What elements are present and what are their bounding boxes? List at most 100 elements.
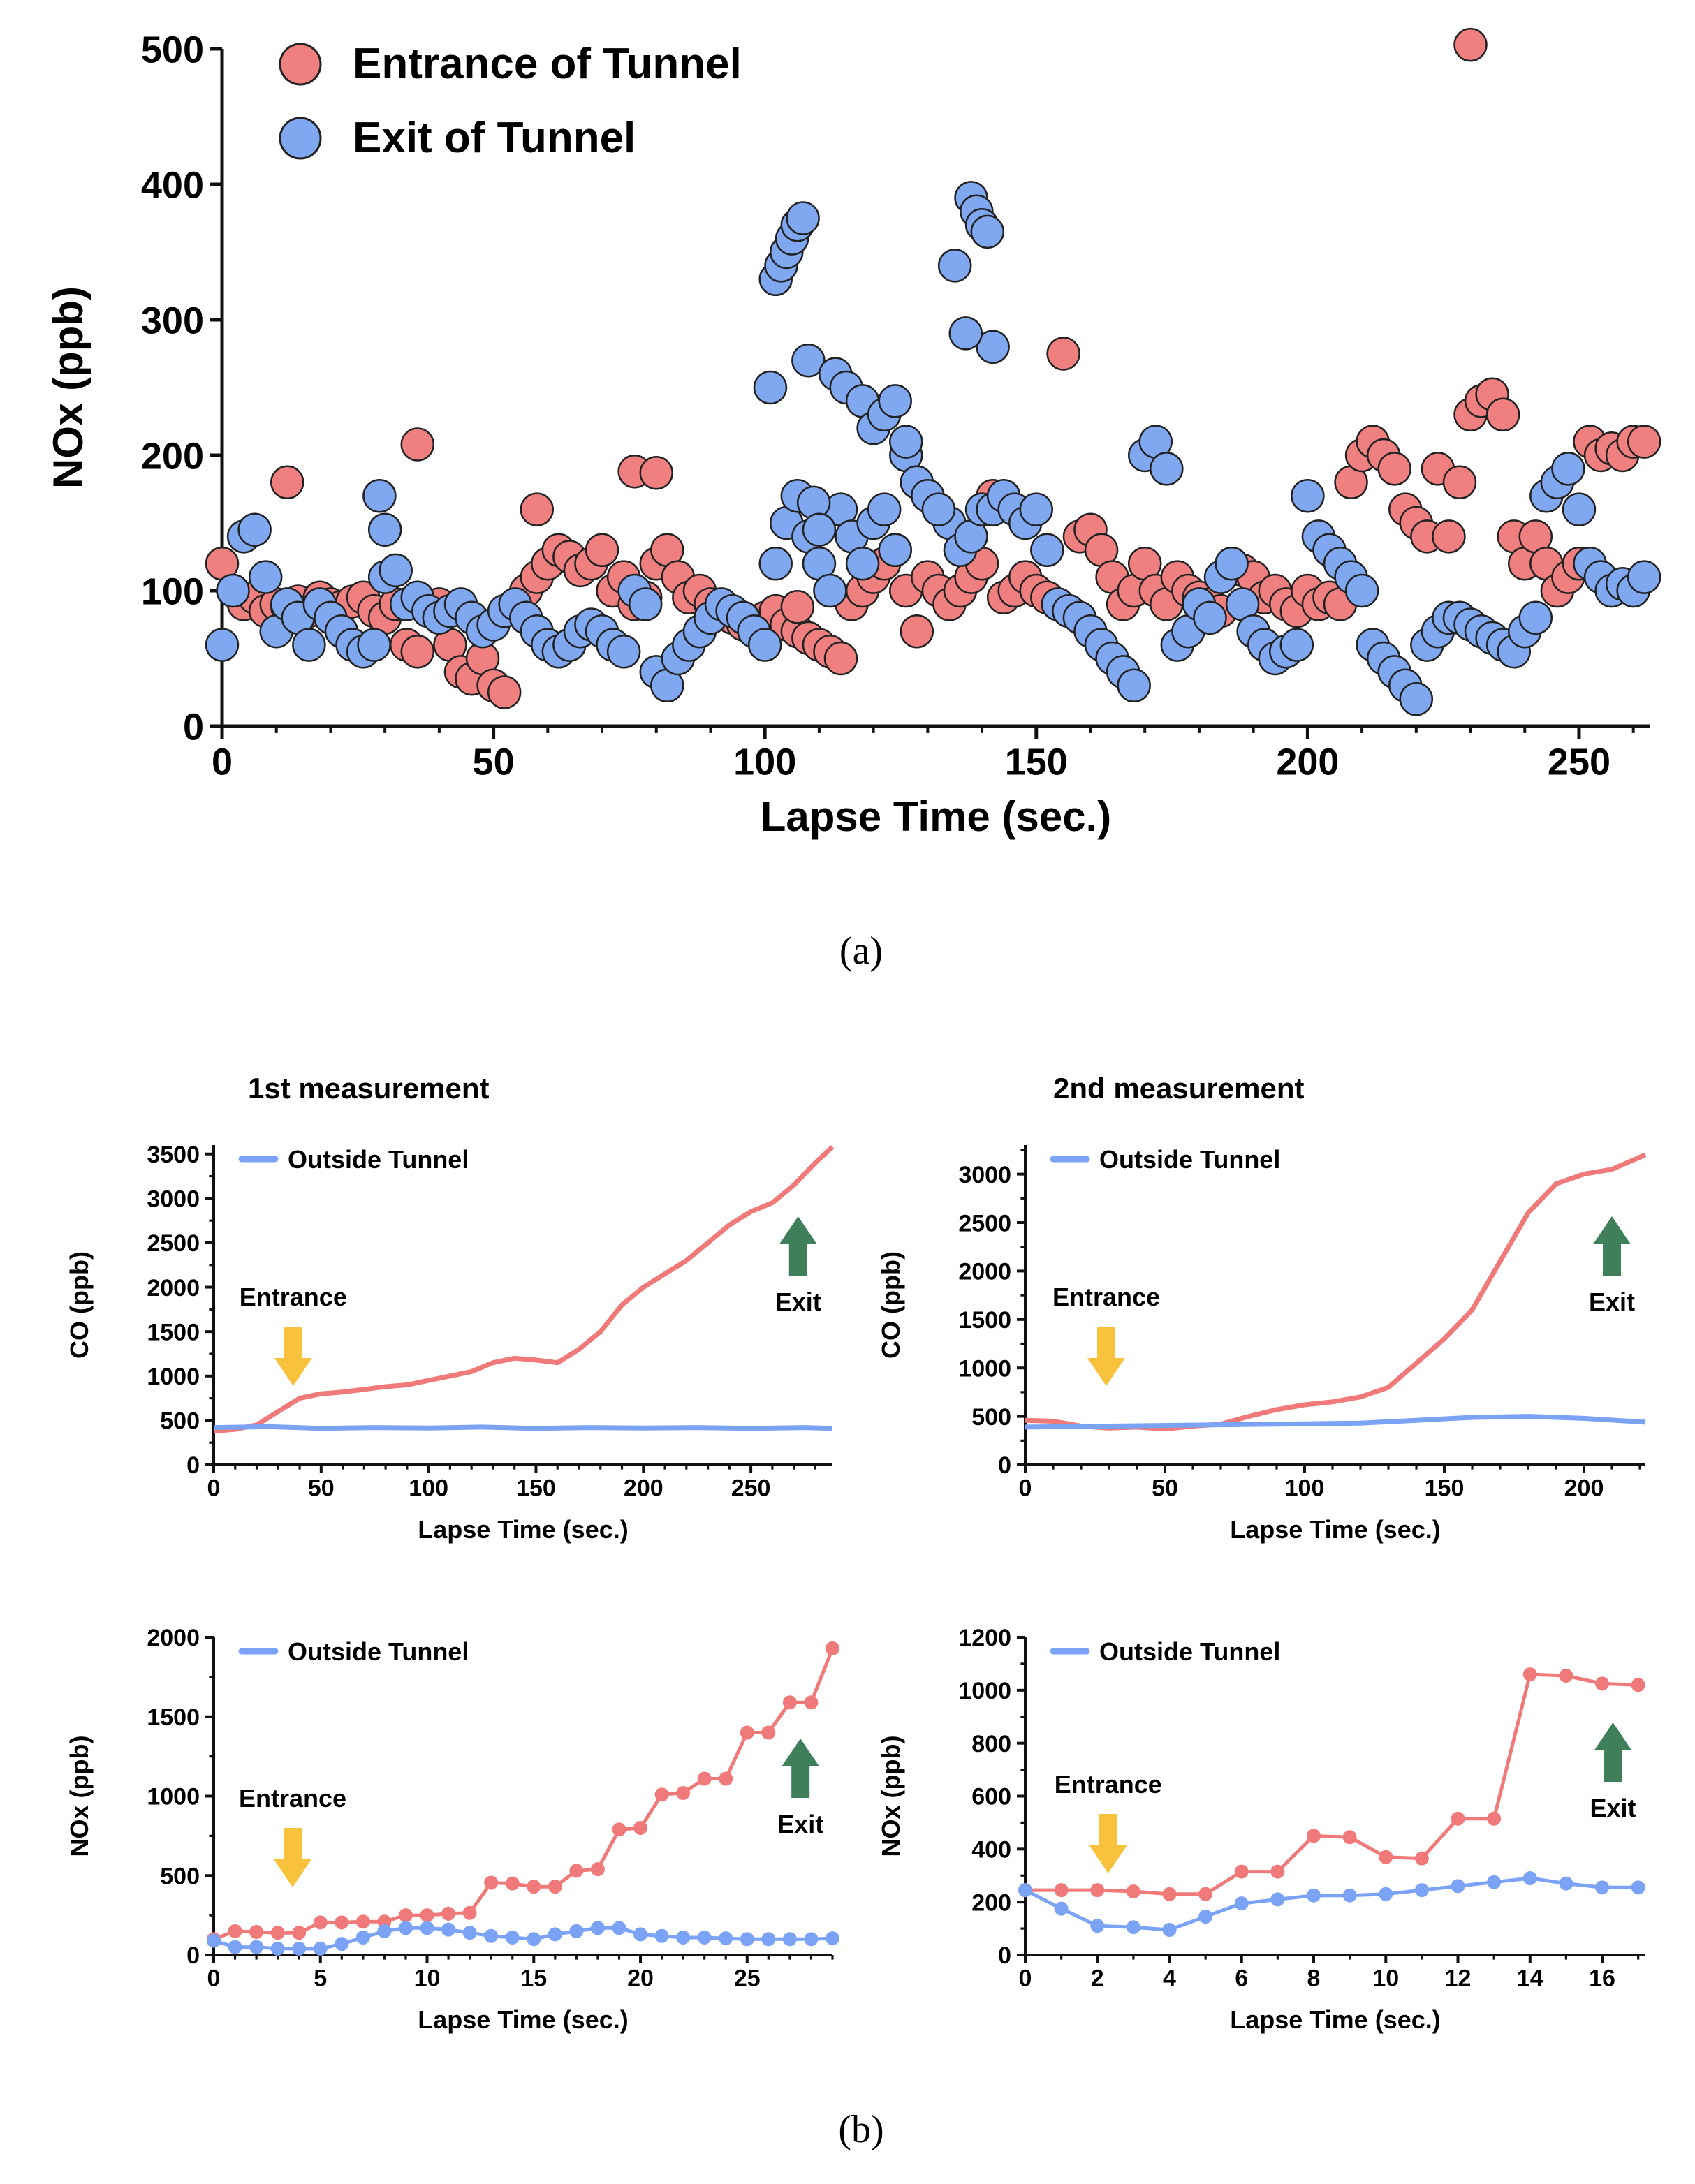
chart-b1-nox-outside-point <box>676 1930 691 1945</box>
legend-marker-entrance <box>279 43 322 86</box>
chart-b1-nox-inside-point <box>441 1906 456 1921</box>
chart-a-x-tick-label: 100 <box>733 741 796 783</box>
entrance-point <box>1442 465 1477 500</box>
entrance-point <box>520 492 555 526</box>
chart-b1-co-y-tick-label: 3500 <box>147 1142 200 1168</box>
chart-b2-co-y-tick-label: 3000 <box>958 1162 1011 1188</box>
chart-b1-co-x-tick-label: 0 <box>207 1475 221 1501</box>
chart-b2-co-panel-title: 2nd measurement <box>1053 1072 1304 1105</box>
exit-point <box>1291 478 1325 513</box>
chart-b2-nox-inside-point <box>1126 1884 1140 1898</box>
chart-b1-co-panel-title: 1st measurement <box>248 1072 490 1105</box>
chart-b2-nox-outside-point <box>1379 1887 1393 1901</box>
chart-b2-co-x-tick-label: 0 <box>1019 1475 1032 1501</box>
chart-b2-co-outside-line <box>1025 1414 1646 1430</box>
chart-b1-nox-outside-point <box>441 1922 456 1937</box>
chart-b2-nox-x-tick-label: 12 <box>1445 1965 1472 1991</box>
chart-b2-nox-y-tick-label: 600 <box>971 1784 1011 1810</box>
exit-point <box>1344 573 1379 608</box>
chart-b2-co-x-tick-label: 100 <box>1285 1475 1325 1501</box>
chart-b1-nox-inside-point <box>697 1771 712 1786</box>
entrance-point <box>1485 397 1520 432</box>
chart-b1-nox-outside-point <box>826 1931 839 1946</box>
chart-a-y-tick-label: 400 <box>141 164 204 206</box>
legend-marker-exit <box>279 117 322 160</box>
exit-point <box>791 343 826 378</box>
chart-a-y-axis-label: NOx (ppb) <box>45 286 91 489</box>
chart-b1-co-x-tick-label: 50 <box>308 1475 335 1501</box>
chart-a-y-tick-label: 300 <box>141 300 204 341</box>
chart-b2-nox-inside-point <box>1522 1667 1537 1682</box>
chart-b1-nox-inside-point <box>654 1787 669 1802</box>
chart-b1-co-entrance-arrow <box>274 1327 312 1386</box>
chart-a-legend: Entrance of Tunnel Exit of Tunnel <box>279 40 742 162</box>
chart-b1-nox-inside-point <box>676 1785 691 1800</box>
chart-a-y-tick-label: 500 <box>141 29 204 71</box>
chart-b2-nox-outside-point <box>1595 1880 1610 1895</box>
chart-a-y-tick-label: 0 <box>183 706 204 748</box>
chart-b1-nox-inside-point <box>398 1908 413 1923</box>
chart-b1-nox-outside-point <box>654 1928 669 1943</box>
exit-point <box>878 384 912 418</box>
chart-b1-nox-outside-point <box>462 1926 477 1940</box>
exit-point <box>1562 492 1597 526</box>
chart-b2-nox-y-tick-label: 0 <box>998 1942 1011 1969</box>
chart-b1-co-x-tick-label: 200 <box>624 1475 663 1501</box>
exit-point <box>1215 546 1249 581</box>
chart-b2-nox-outside-point <box>1234 1896 1249 1911</box>
chart-b2-nox-inside-point <box>1595 1676 1610 1691</box>
entrance-point <box>400 427 435 462</box>
chart-b1-nox-outside-point <box>761 1932 776 1947</box>
chart-a-x-axis-label: Lapse Time (sec.) <box>761 793 1111 840</box>
chart-b1-nox-x-axis-label: Lapse Time (sec.) <box>418 2005 628 2034</box>
entrance-point <box>1453 27 1488 62</box>
chart-b1-nox-outside-point <box>292 1941 307 1956</box>
chart-b1-nox-inside-point <box>804 1695 819 1710</box>
exit-point <box>216 573 250 608</box>
chart-b2-nox-x-tick-label: 14 <box>1517 1965 1543 1991</box>
figure-label-b: (b) <box>838 2108 883 2151</box>
chart-b2-nox-outside-point <box>1018 1883 1032 1898</box>
chart-b1-nox-inside-point <box>420 1908 434 1923</box>
chart-b2-nox-x-tick-label: 0 <box>1019 1965 1032 1991</box>
entrance-point <box>1377 452 1411 486</box>
chart-b2-co-y-axis-label: CO (ppb) <box>876 1251 905 1359</box>
chart-b1-co-y-tick-label: 1000 <box>147 1364 200 1390</box>
chart-b1-nox-outside-point <box>697 1930 712 1945</box>
chart-b2-nox-y-tick-label: 400 <box>971 1837 1011 1864</box>
chart-b2-co-y-tick-label: 0 <box>998 1452 1011 1479</box>
entrance-point <box>400 635 435 669</box>
chart-a-x-tick-label: 200 <box>1276 741 1339 783</box>
chart-b2-nox-y-tick-label: 1200 <box>958 1625 1011 1651</box>
chart-b1-nox-x-tick-label: 5 <box>314 1965 327 1991</box>
chart-b1-nox-outside-point <box>612 1921 626 1935</box>
chart-b2-co-x-tick-label: 200 <box>1564 1475 1604 1501</box>
chart-b1-nox-exit-label: Exit <box>777 1810 823 1838</box>
chart-a-x-tick-label: 0 <box>212 741 233 783</box>
chart-b2-nox-outside-point <box>1162 1922 1177 1937</box>
chart-b1-nox-y-tick-label: 1000 <box>147 1784 200 1810</box>
chart-b1-nox-inside-point <box>249 1925 264 1940</box>
chart-b1-nox-x-tick-label: 0 <box>207 1965 221 1991</box>
chart-b1-nox-inside-point <box>355 1914 370 1929</box>
chart-b1-nox-x-tick-label: 20 <box>627 1965 654 1991</box>
exit-point <box>758 546 793 581</box>
chart-b1-nox-inside-point <box>313 1915 328 1930</box>
chart-b1-nox-outside-point <box>270 1941 285 1956</box>
chart-b1-nox-y-tick-label: 1500 <box>147 1704 200 1731</box>
chart-b2-co-x-axis-label: Lapse Time (sec.) <box>1230 1515 1440 1544</box>
chart-b1-co-y-tick-label: 2000 <box>147 1275 200 1301</box>
chart-b1-nox-inside-point <box>484 1875 499 1890</box>
chart-b2-nox-inside-point <box>1342 1830 1357 1845</box>
chart-b2-nox-outside-point <box>1414 1883 1429 1898</box>
exit-point <box>606 635 641 669</box>
chart-b1-nox-x-tick-label: 10 <box>414 1965 441 1991</box>
chart-a-x-tick-label: 250 <box>1548 741 1610 783</box>
chart-b1-nox-inside-point <box>505 1876 520 1891</box>
chart-b1-nox-outside-point <box>548 1927 562 1942</box>
chart-b1-nox-outside-point <box>313 1941 328 1956</box>
exit-point <box>205 628 240 662</box>
chart-b2-nox-outside-line <box>1024 1876 1638 1932</box>
chart-a-y-tick-label: 200 <box>141 435 204 477</box>
